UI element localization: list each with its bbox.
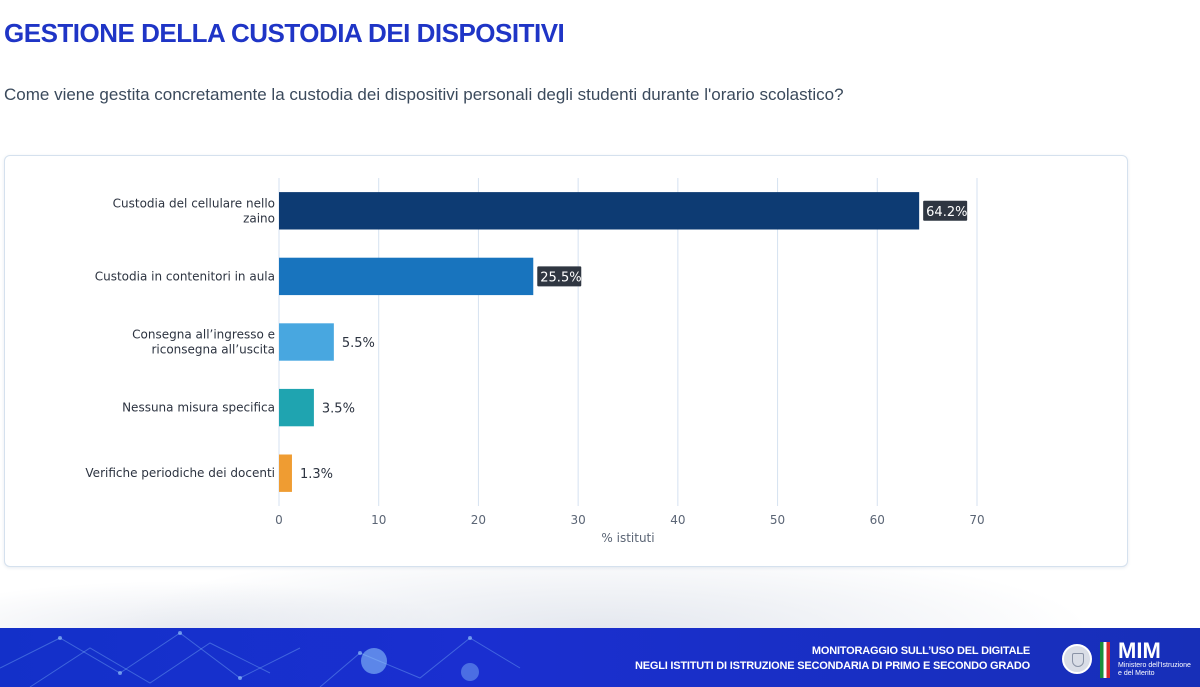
footer-line-1: MONITORAGGIO SULL’USO DEL DIGITALE [811, 645, 1030, 657]
data-label: 1.3% [300, 467, 333, 482]
republic-emblem-icon [1062, 644, 1092, 674]
footer-banner: MONITORAGGIO SULL’USO DEL DIGITALE NEGLI… [0, 628, 1200, 687]
data-label-background [537, 266, 582, 287]
data-label: 25.5% [540, 270, 581, 285]
mim-logo-mark: MIM [1118, 638, 1161, 663]
data-label: 5.5% [342, 336, 375, 351]
x-tick-label: 50 [770, 513, 785, 527]
category-label: Nessuna misura specifica [122, 401, 275, 415]
category-label: Custodia in contenitori in aula [95, 269, 275, 283]
data-label-background [923, 200, 968, 221]
x-tick-label: 40 [670, 513, 685, 527]
category-label: Verifiche periodiche dei docenti [85, 466, 275, 480]
bar [279, 323, 334, 361]
x-tick-label: 10 [371, 513, 386, 527]
mim-logo-subtitle-1: Ministero dell'Istruzione [1118, 662, 1191, 669]
data-label: 3.5% [322, 402, 355, 417]
bar [279, 257, 534, 296]
category-label: zaino [243, 211, 275, 225]
category-label: riconsegna all’uscita [151, 343, 275, 357]
x-tick-label: 20 [471, 513, 486, 527]
footer-line-2: NEGLI ISTITUTI DI ISTRUZIONE SECONDARIA … [634, 660, 1030, 672]
bar [279, 192, 920, 230]
bar [279, 388, 314, 427]
category-label: Custodia del cellulare nello [113, 196, 275, 210]
x-axis-label: % istituti [601, 531, 654, 545]
chart-card: 0 10 20 30 40 50 60 70 % istituti Custodia del ce… [4, 155, 1128, 567]
x-tick-label: 30 [571, 513, 586, 527]
footer-network-decoration [0, 631, 521, 687]
x-tick-label: 0 [275, 513, 283, 527]
x-tick-label: 60 [870, 513, 885, 527]
page-subtitle: Come viene gestita concretamente la cust… [4, 85, 844, 104]
data-label: 64.2% [926, 205, 967, 220]
page-title: GESTIONE DELLA CUSTODIA DEI DISPOSITIVI [4, 18, 565, 48]
bar [279, 454, 292, 492]
bar-chart: 0 10 20 30 40 50 60 70 % istituti Custodia del ce… [85, 178, 985, 545]
mim-logo-subtitle-2: e del Merito [1118, 670, 1155, 677]
mim-logo: MIM Ministero dell'Istruzione e del Meri… [1118, 640, 1191, 678]
x-tick-label: 70 [969, 513, 984, 527]
italian-flag-icon [1100, 642, 1110, 678]
footer-caption: MONITORAGGIO SULL’USO DEL DIGITALE NEGLI… [635, 644, 1030, 674]
category-label: Consegna all’ingresso e [132, 328, 275, 342]
